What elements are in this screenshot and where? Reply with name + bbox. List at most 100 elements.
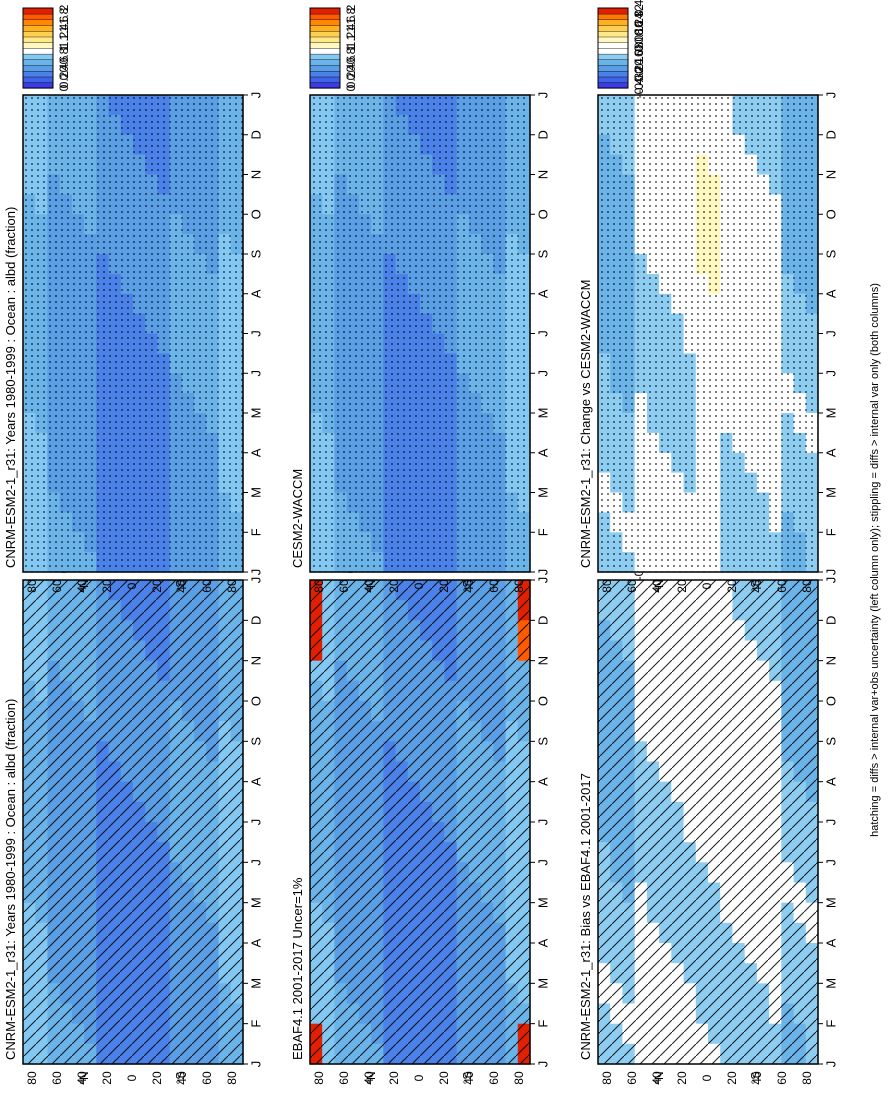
lat-tick-label: 20 (150, 1071, 164, 1085)
colorbar-bin (22, 64, 54, 72)
lat-north-label: °N (652, 1071, 666, 1084)
lat-north-label: °N (652, 579, 666, 592)
colorbar-tick-label: 0.4 (632, 0, 646, 16)
colorbar-bin (309, 64, 341, 72)
month-label: F (535, 1020, 550, 1028)
colorbar-tick-label: 0.32 (632, 4, 646, 28)
month-label: A (248, 777, 263, 786)
colorbar-bin (22, 70, 54, 78)
colorbar-tick-label: 1.2 (57, 31, 71, 48)
month-label: J (823, 92, 838, 99)
colorbar-bin (309, 7, 341, 15)
colorbar-bin (309, 82, 341, 89)
lat-south-label: °S (749, 580, 763, 593)
lat-tick-label: 40 (75, 1071, 89, 1085)
month-label: N (535, 170, 550, 179)
month-label: F (248, 1020, 263, 1028)
month-label: J (535, 370, 550, 377)
colorbar-bin (597, 42, 629, 49)
lat-south-label: °S (461, 580, 475, 593)
lat-tick-label: 80 (225, 579, 239, 593)
month-label: M (248, 487, 263, 498)
colorbar-tick-label: 0.2 (344, 71, 358, 88)
month-label: J (248, 577, 263, 584)
month-label: J (823, 577, 838, 584)
month-label: M (535, 408, 550, 419)
lat-tick-label: 60 (50, 579, 64, 593)
month-label: J (535, 1061, 550, 1068)
colorbar-tick-label: 1.8 (344, 7, 358, 24)
lat-tick-label: 0 (700, 582, 714, 589)
lat-tick-label: 20 (100, 579, 114, 593)
month-label: S (248, 249, 263, 258)
colorbar-tick-label: -0.4 (632, 77, 646, 98)
lat-tick-label: 80 (25, 579, 39, 593)
lat-tick-label: 80 (512, 579, 526, 593)
month-label: N (248, 170, 263, 179)
panel-title: CNRM-ESM2-1_r31: Years 1980-1999 : Ocean… (3, 207, 18, 568)
month-label: A (248, 448, 263, 457)
month-label: O (823, 209, 838, 219)
lat-tick-label: 40 (362, 579, 376, 593)
lat-tick-label: 20 (725, 579, 739, 593)
lat-tick-label: 20 (675, 579, 689, 593)
colorbar-tick-label: -0.16 (632, 50, 646, 78)
lat-south-label: °S (749, 1072, 763, 1085)
colorbar-bin (597, 53, 629, 61)
month-label: J (535, 819, 550, 826)
lat-tick-label: 60 (487, 579, 501, 593)
colorbar-tick-label: 0.8 (344, 47, 358, 64)
colorbar-bin (22, 47, 54, 55)
lat-south-label: °S (174, 1072, 188, 1085)
month-label: A (535, 448, 550, 457)
month-label: J (248, 1061, 263, 1068)
colorbar-bin (309, 76, 341, 83)
month-label: S (535, 737, 550, 746)
lat-tick-label: 60 (625, 579, 639, 593)
month-label: J (535, 569, 550, 576)
month-label: O (248, 696, 263, 706)
month-label: N (535, 656, 550, 665)
colorbar-bin (309, 19, 341, 26)
colorbar-tick-label: 0.6 (344, 55, 358, 72)
colorbar-bin (22, 53, 54, 61)
lat-tick-label: 60 (200, 579, 214, 593)
colorbar-frame (22, 7, 54, 89)
colorbar-tick-label: 0 (344, 84, 358, 91)
month-label: J (248, 370, 263, 377)
lat-tick-label: 40 (750, 579, 764, 593)
colorbar-bin (597, 36, 629, 43)
lat-south-label: °S (174, 580, 188, 593)
lat-tick-label: 60 (775, 1071, 789, 1085)
month-label: A (823, 289, 838, 298)
month-label: M (248, 978, 263, 989)
month-label: A (823, 448, 838, 457)
overlay-stippling (23, 95, 243, 572)
month-label: M (535, 978, 550, 989)
month-label: D (823, 616, 838, 625)
month-label: A (823, 777, 838, 786)
lat-north-label: °N (364, 1071, 378, 1084)
colorbar-bin (22, 76, 54, 83)
lat-south-label: °S (461, 1072, 475, 1085)
lat-tick-label: 20 (675, 1071, 689, 1085)
colorbar-bin (309, 53, 341, 61)
lat-tick-label: 20 (387, 1071, 401, 1085)
colorbar-bin (597, 7, 629, 15)
colorbar-tick-label: 0.6 (57, 55, 71, 72)
colorbar-tick-label: 1.2 (344, 31, 358, 48)
lat-tick-label: 0 (125, 582, 139, 589)
lat-tick-label: 40 (175, 1071, 189, 1085)
lat-north-label: °N (77, 579, 91, 592)
month-label: N (823, 170, 838, 179)
colorbar-bin (309, 70, 341, 78)
month-label: F (535, 528, 550, 536)
lat-tick-label: 40 (362, 1071, 376, 1085)
colorbar-bin (22, 7, 54, 15)
lat-tick-label: 60 (775, 579, 789, 593)
colorbar-tick-label: 0.8 (57, 47, 71, 64)
month-label: A (535, 289, 550, 298)
